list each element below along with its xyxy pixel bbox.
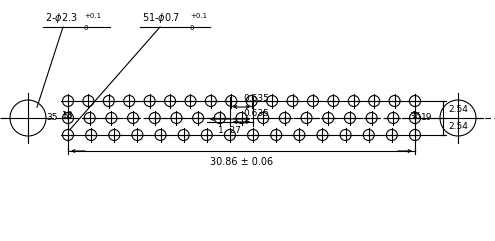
Text: 2-$\phi$2.3: 2-$\phi$2.3: [45, 11, 78, 25]
Text: 30.86 ± 0.06: 30.86 ± 0.06: [210, 157, 273, 167]
Text: 1. 27: 1. 27: [218, 126, 242, 135]
Text: 0.635: 0.635: [244, 94, 269, 103]
Text: 0: 0: [190, 25, 195, 31]
Text: 18: 18: [62, 111, 74, 120]
Text: 19: 19: [421, 114, 433, 122]
Text: 1: 1: [412, 111, 418, 120]
Text: +0.1: +0.1: [190, 13, 207, 19]
Text: 2.54: 2.54: [448, 122, 468, 131]
Text: 35: 35: [47, 114, 58, 122]
Text: 2.54: 2.54: [448, 105, 468, 114]
Text: 0.635: 0.635: [244, 109, 269, 118]
Text: 0: 0: [84, 25, 89, 31]
Text: 51: 51: [62, 112, 74, 121]
Text: +0.1: +0.1: [84, 13, 101, 19]
Text: 36: 36: [409, 112, 421, 121]
Text: 51-$\phi$0.7: 51-$\phi$0.7: [142, 11, 180, 25]
